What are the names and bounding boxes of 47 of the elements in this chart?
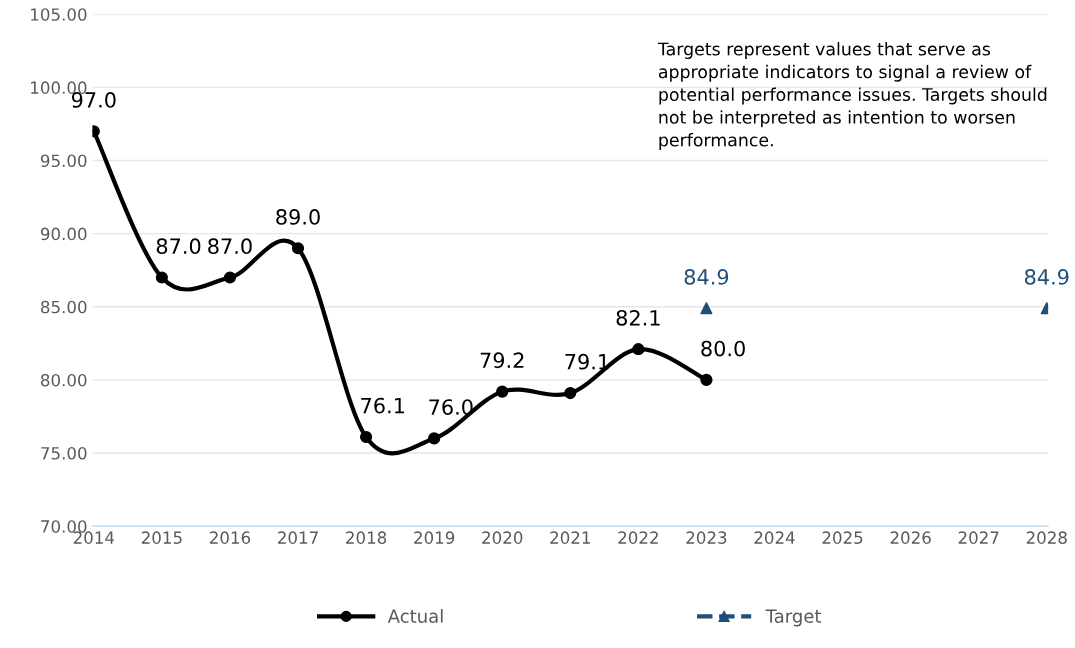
x-tick-label: 2024 xyxy=(754,531,795,544)
data-label: 87.0 xyxy=(208,238,252,255)
point xyxy=(564,387,577,400)
y-tick-label: 105.00 xyxy=(31,8,87,21)
data-label: 97.0 xyxy=(71,92,116,108)
x-tick-label: 2023 xyxy=(686,531,727,544)
point xyxy=(223,271,237,284)
x-tick-label: 2016 xyxy=(209,531,251,544)
point xyxy=(428,432,441,445)
legend-label: Target xyxy=(765,609,822,627)
y-tick-label: 95.00 xyxy=(40,154,87,168)
point xyxy=(291,242,305,255)
x-tick-label: 2014 xyxy=(73,531,115,544)
point xyxy=(700,302,713,315)
point xyxy=(632,343,645,356)
data-label: 79.2 xyxy=(480,352,524,369)
x-tick-label: 2028 xyxy=(1026,531,1067,544)
y-tick-label: 85.00 xyxy=(41,300,87,314)
x-tick-label: 2026 xyxy=(890,531,931,544)
data-label: 84.9 xyxy=(684,269,729,285)
legend-label: Actual xyxy=(387,608,443,623)
y-tick-label: 80.00 xyxy=(41,373,87,387)
x-tick-label: 2025 xyxy=(822,531,863,544)
x-tick-label: 2017 xyxy=(278,531,318,544)
x-tick-label: 2027 xyxy=(958,531,999,544)
y-tick-label: 90.00 xyxy=(40,227,87,241)
annotation: Targets represent values that serve as appropriate indicators to signal a review of potential performance issues. Targets should not be interpreted as intention to worsen performance. xyxy=(657,42,1047,150)
y-tick-label: 75.00 xyxy=(41,447,87,460)
data-label: 82.1 xyxy=(616,309,660,326)
y-tick-label: 100.00 xyxy=(31,81,87,94)
x-tick-label: 2018 xyxy=(346,531,387,544)
x-tick-label: 2015 xyxy=(141,531,182,544)
x-tick-label: 2020 xyxy=(482,531,523,544)
y-tick-label: 70.00 xyxy=(41,520,87,533)
point xyxy=(360,430,373,444)
data-label: 89.0 xyxy=(276,209,320,225)
point xyxy=(496,385,509,398)
x-tick-label: 2019 xyxy=(414,531,455,544)
x-tick-label: 2022 xyxy=(618,531,658,544)
data-label: 87.0 xyxy=(156,238,201,255)
data-label: 84.9 xyxy=(1024,269,1069,285)
data-label: 79.1 xyxy=(565,353,609,370)
x-tick-label: 2021 xyxy=(550,531,590,544)
data-label: 80.0 xyxy=(701,340,745,357)
point xyxy=(155,271,168,284)
point xyxy=(700,373,713,386)
data-label: 76.1 xyxy=(361,397,405,414)
